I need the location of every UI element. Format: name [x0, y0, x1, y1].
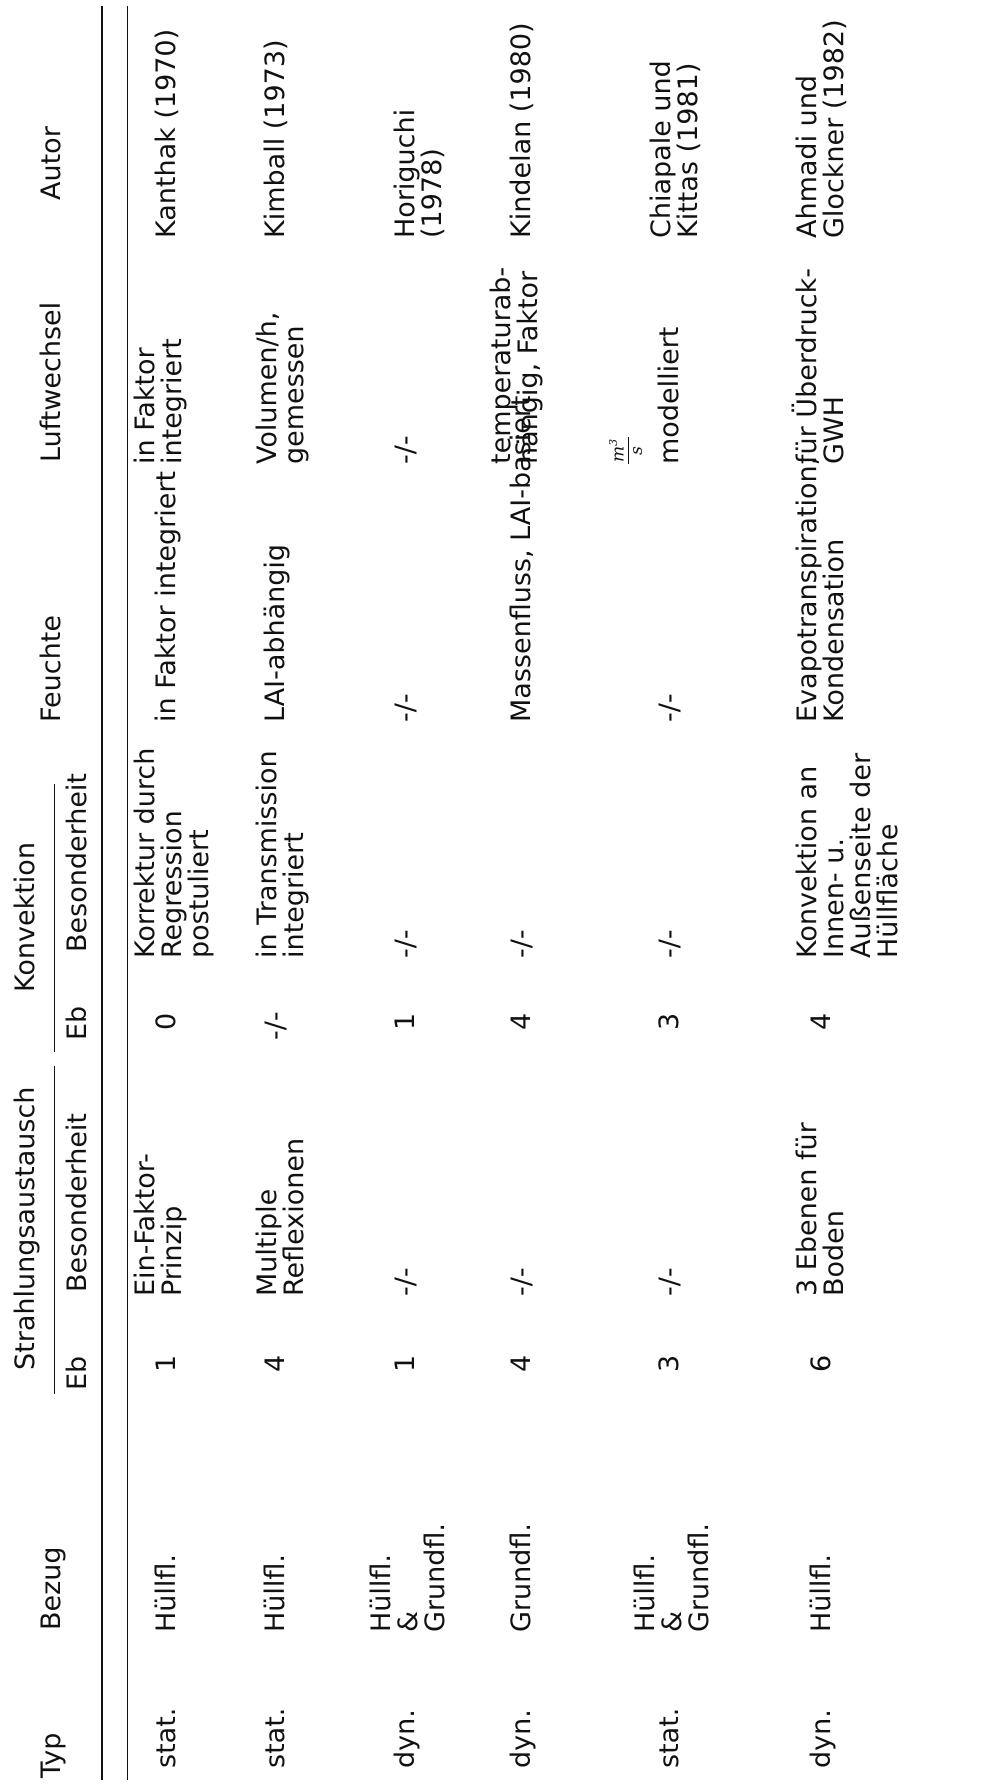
header-konvektion: Konvektion: [10, 842, 41, 992]
header-autor: Autor: [36, 126, 67, 200]
row1-strahlung-besonderheit: Ein-Faktor- Prinzip: [130, 1153, 188, 1296]
row5-typ: stat.: [654, 1707, 685, 1768]
row3-luftwechsel: -/-: [390, 435, 421, 464]
row6-strahlung-besonderheit: 3 Ebenen für Boden: [792, 1122, 850, 1296]
row5-luftwechsel: modelliert: [654, 326, 685, 464]
row4-luftwechsel-fraction: m3 s: [607, 436, 647, 464]
konvektion-cmid-rule: [54, 784, 56, 1052]
row2-typ: stat.: [260, 1707, 291, 1768]
row3-konvektion-besonderheit: -/-: [390, 929, 421, 958]
row1-autor: Kanthak (1970): [151, 28, 182, 238]
row4-strahlung-eb: 4: [506, 1354, 537, 1372]
header-rule: [127, 6, 129, 1780]
row6-konvektion-eb: 4: [806, 1012, 837, 1030]
row4-bezug: Grundfl.: [506, 1523, 537, 1632]
strahlung-cmid-rule: [54, 1066, 56, 1394]
header-strahlung-besonderheit: Besonderheit: [62, 1112, 93, 1292]
row4-konvektion-eb: 4: [506, 1012, 537, 1030]
row4-strahlung-besonderheit: -/-: [506, 1267, 537, 1296]
row2-luftwechsel: Volumen/h, gemessen: [252, 311, 310, 464]
row2-strahlung-eb: 4: [260, 1354, 291, 1372]
top-rule: [101, 6, 103, 1780]
row6-feuchte: Evapotranspiration, Kondensation: [792, 456, 850, 722]
row2-feuchte: LAI-abhängig: [260, 543, 291, 722]
row2-konvektion-eb: -/-: [260, 1011, 291, 1040]
fraction-numerator: m3: [607, 436, 629, 464]
row1-feuchte: in Faktor integriert: [151, 470, 182, 722]
row6-typ: dyn.: [806, 1709, 837, 1768]
row4-luftwechsel: temperaturab- hängig, Faktor: [486, 266, 544, 464]
row1-luftwechsel: in Faktor integriert: [130, 338, 188, 464]
fraction-denominator: s: [626, 446, 647, 455]
row1-strahlung-eb: 1: [151, 1354, 182, 1372]
row5-strahlung-eb: 3: [654, 1354, 685, 1372]
row4-typ: dyn.: [506, 1709, 537, 1768]
row1-konvektion-eb: 0: [151, 1012, 182, 1030]
row5-konvektion-eb: 3: [654, 1012, 685, 1030]
unit-fraction: m3 s: [607, 436, 647, 464]
row2-konvektion-besonderheit: in Transmission integriert: [252, 750, 310, 958]
row6-luftwechsel: für Überdruck- GWH: [792, 267, 850, 464]
row6-strahlung-eb: 6: [806, 1354, 837, 1372]
row3-typ: dyn.: [390, 1709, 421, 1768]
row3-feuchte: -/-: [390, 693, 421, 722]
header-typ: Typ: [36, 1732, 67, 1778]
row6-autor: Ahmadi und Glockner (1982): [792, 19, 850, 238]
row5-konvektion-besonderheit: -/-: [654, 929, 685, 958]
row2-strahlung-besonderheit: Multiple Reflexionen: [252, 1137, 310, 1296]
row2-bezug: Hüllfl.: [260, 1553, 291, 1632]
header-strahlung-eb: Eb: [62, 1355, 93, 1390]
row5-autor: Chiapale und Kittas (1981): [646, 60, 704, 238]
row6-konvektion-besonderheit: Konvektion an Innen- u. Außenseite der H…: [792, 752, 904, 958]
row3-strahlung-eb: 1: [390, 1354, 421, 1372]
row4-autor: Kindelan (1980): [506, 22, 537, 238]
row5-feuchte: -/-: [654, 693, 685, 722]
row2-autor: Kimball (1973): [260, 39, 291, 238]
row5-bezug: Hüllfl. & Grundfl.: [630, 1523, 715, 1632]
row1-konvektion-besonderheit: Korrektur durch Regression postuliert: [130, 747, 215, 958]
header-strahlungsaustausch: Strahlungsaustausch: [10, 1086, 41, 1370]
header-konvektion-besonderheit: Besonderheit: [62, 772, 93, 952]
header-luftwechsel: Luftwechsel: [36, 301, 67, 462]
row3-strahlung-besonderheit: -/-: [390, 1267, 421, 1296]
row1-bezug: Hüllfl.: [151, 1553, 182, 1632]
row1-typ: stat.: [151, 1707, 182, 1768]
row5-strahlung-besonderheit: -/-: [654, 1267, 685, 1296]
header-bezug: Bezug: [36, 1546, 67, 1630]
row6-bezug: Hüllfl.: [806, 1553, 837, 1632]
row3-konvektion-eb: 1: [390, 1012, 421, 1030]
row3-autor: Horiguchi (1978): [390, 108, 448, 238]
row3-bezug: Hüllfl. & Grundfl.: [366, 1523, 451, 1632]
header-feuchte: Feuchte: [36, 615, 67, 722]
header-konvektion-eb: Eb: [62, 1005, 93, 1040]
row4-konvektion-besonderheit: -/-: [506, 929, 537, 958]
